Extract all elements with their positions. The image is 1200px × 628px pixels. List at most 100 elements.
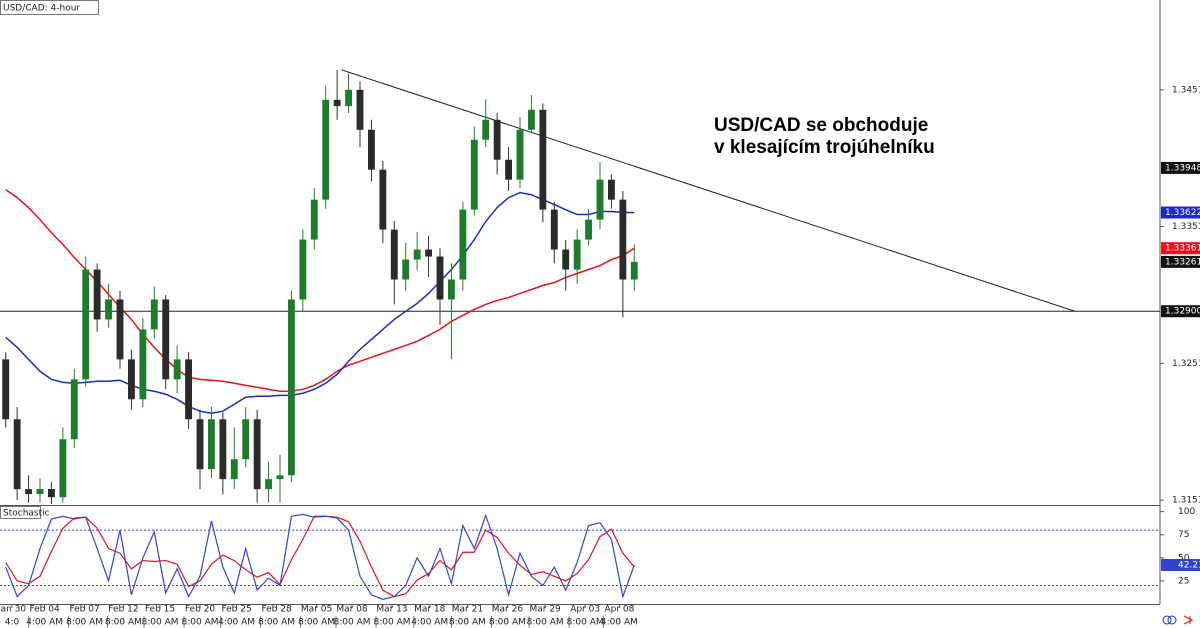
oscillator-line (5, 513, 635, 601)
candle-body (356, 89, 364, 130)
x-tick-label: Feb 25 (221, 605, 251, 615)
candle-body (413, 249, 421, 260)
candle-body (230, 459, 238, 480)
x-tick-label: Mar 13 (376, 605, 407, 615)
candle-body (630, 261, 638, 280)
candle-body (82, 269, 90, 380)
y-tick-label: 1.33519 (1172, 222, 1200, 232)
candle-body (436, 256, 444, 300)
price-marker-label: 1.33361 (1165, 244, 1200, 254)
toolbar-icons[interactable] (1162, 615, 1194, 625)
candle-body (505, 159, 512, 180)
panel-title-box (0, 506, 41, 519)
chart-title: USD/CAD: 4-hour (3, 4, 80, 14)
candle-body (36, 489, 44, 495)
candle-body (470, 139, 478, 210)
candle-body (150, 299, 158, 330)
candle-body (368, 129, 375, 170)
candle-body (59, 439, 67, 498)
x-tick-time: 8:00 AM (489, 618, 526, 628)
x-tick-label: Feb 15 (145, 605, 175, 615)
x-tick-label: Mar 08 (336, 605, 368, 615)
panel-title: Stochastic (3, 509, 50, 519)
y-tick-label: 100 (1178, 507, 1195, 517)
candle-body (196, 419, 204, 470)
candle-body (459, 209, 467, 280)
candle-body (516, 129, 524, 180)
y-tick-label: 1.34519 (1172, 85, 1200, 95)
candle-body (219, 419, 227, 480)
annotation: USD/CAD se obchoduje (714, 115, 928, 136)
candle-body (253, 419, 261, 490)
x-tick-label: Jan 30 (0, 605, 26, 615)
candle-body (48, 489, 55, 498)
x-tick-time: 8:00 AM (449, 618, 486, 628)
x-tick-time: 8:00 AM (527, 618, 564, 628)
link-icon[interactable] (1162, 615, 1172, 625)
link-icon[interactable] (1167, 615, 1177, 625)
x-tick-label: Feb 28 (261, 605, 292, 615)
candle-body (333, 99, 341, 107)
candle-body (619, 199, 627, 280)
candle-body (13, 419, 21, 490)
x-tick-time: 8:00 AM (142, 618, 179, 628)
candle-body (402, 259, 410, 280)
y-tick-label: 1.32519 (1172, 359, 1200, 369)
x-tick-time: 8:00 AM (334, 618, 371, 628)
value-marker-label: 42.21 (1178, 561, 1200, 571)
x-tick-time: 8:00 AM (567, 618, 604, 628)
price-marker (1161, 242, 1200, 255)
forward-icon[interactable] (1183, 615, 1194, 625)
x-tick-label: Mar 21 (452, 605, 483, 615)
candle-body (128, 359, 135, 400)
candle-body (139, 329, 147, 400)
candle-body (265, 479, 272, 490)
x-tick-time: 4:00 AM (411, 618, 448, 628)
x-tick-time: 8:00 AM (182, 618, 219, 628)
x-tick-label: Feb 12 (108, 605, 138, 615)
candle-body (573, 239, 581, 270)
price-marker-label: 1.33622 (1165, 208, 1200, 218)
candle-body (2, 359, 10, 420)
candle-body (25, 489, 32, 495)
x-tick-time: 8:00 AM (298, 618, 335, 628)
candle-body (390, 229, 398, 280)
price-marker (1161, 206, 1200, 219)
candle-body (322, 99, 330, 200)
candle-body (379, 169, 387, 230)
candle-body (448, 279, 455, 300)
annotation: v klesajícím trojúhelníku (714, 137, 935, 158)
price-marker (1161, 161, 1200, 174)
y-tick-label: 50 (1178, 553, 1190, 563)
x-tick-label: Apr 08 (604, 605, 634, 615)
price-marker (1161, 305, 1200, 318)
candle-body (528, 109, 535, 130)
candle-body (299, 239, 307, 300)
x-tick-label: Feb 07 (69, 605, 99, 615)
candle-body (173, 359, 181, 380)
price-marker-label: 1.32900 (1165, 307, 1200, 317)
candle-body (185, 359, 192, 420)
x-tick-time: 8:00 AM (66, 618, 103, 628)
candle-body (345, 89, 352, 107)
moving-average (5, 191, 635, 415)
candle-body (550, 209, 558, 250)
title-box (0, 0, 99, 15)
price-marker (1161, 255, 1200, 268)
candle-body (105, 299, 112, 320)
x-tick-label: Mar 18 (414, 605, 446, 615)
x-tick-label: Mar 29 (529, 605, 561, 615)
x-tick-time: 4:00 AM (218, 618, 255, 628)
candle-body (482, 119, 490, 140)
candle-body (116, 299, 124, 360)
candle-body (208, 419, 215, 470)
y-tick-label: 75 (1178, 530, 1189, 540)
value-marker (1161, 559, 1200, 572)
x-tick-time: 8:00 AM (258, 618, 295, 628)
y-tick-label: 1.31519 (1172, 496, 1200, 506)
candle-body (425, 249, 432, 257)
moving-average (5, 189, 635, 392)
x-tick-label: Mar 05 (301, 605, 332, 615)
